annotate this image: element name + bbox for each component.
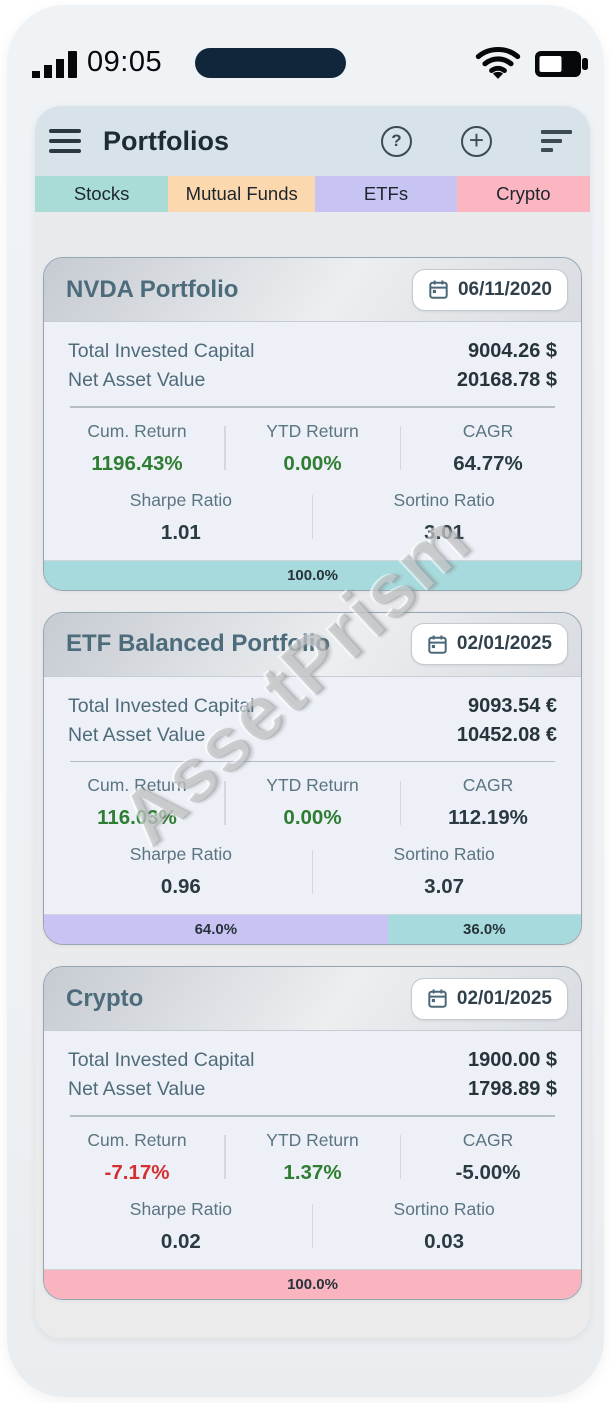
card-header: Crypto 02/01/2025 xyxy=(44,967,581,1031)
portfolio-title: Crypto xyxy=(66,984,144,1012)
capital-row: Total Invested Capital 9093.54 € xyxy=(68,694,557,717)
portfolio-card-etf-balanced[interactable]: ETF Balanced Portfolio 02/01/2025 Total … xyxy=(43,611,582,945)
stat-cagr: CAGR 64.77% xyxy=(453,420,523,475)
stat-sortino-ratio: Sortino Ratio 0.03 xyxy=(393,1198,495,1253)
tab-crypto[interactable]: Crypto xyxy=(456,176,590,212)
allocation-bar: 100.0% xyxy=(44,559,581,590)
portfolio-title: NVDA Portfolio xyxy=(66,275,239,303)
card-header: ETF Balanced Portfolio 02/01/2025 xyxy=(44,612,581,677)
date-picker-button[interactable]: 02/01/2025 xyxy=(410,623,568,665)
stat-sharpe-ratio: Sharpe Ratio 1.01 xyxy=(129,489,232,544)
stat-sharpe-ratio: Sharpe Ratio 0.02 xyxy=(129,1198,232,1253)
card-header: NVDA Portfolio 06/11/2020 xyxy=(44,258,581,322)
stat-cum-return: Cum. Return 1196.43% xyxy=(87,420,187,475)
divider xyxy=(311,495,314,539)
phone-body: 09:05 Portfolios ? + Stocks Mutual xyxy=(7,5,604,1397)
divider xyxy=(311,1204,314,1248)
calendar-icon xyxy=(428,989,447,1008)
sort-icon[interactable] xyxy=(541,130,572,152)
help-icon[interactable]: ? xyxy=(381,125,412,157)
inception-date: 02/01/2025 xyxy=(456,987,552,1009)
allocation-segment: 36.0% xyxy=(387,915,581,944)
menu-icon[interactable] xyxy=(49,129,81,153)
allocation-segment: 100.0% xyxy=(44,560,581,590)
capital-row: Net Asset Value 1798.89 $ xyxy=(68,1078,557,1100)
allocation-bar: 100.0% xyxy=(44,1268,581,1299)
app-bar: Portfolios ? + xyxy=(35,106,590,176)
page-title: Portfolios xyxy=(103,125,229,156)
divider xyxy=(224,1135,226,1179)
inception-date: 06/11/2020 xyxy=(457,278,552,300)
status-bar-clock: 09:05 xyxy=(87,46,163,78)
portfolio-card-crypto[interactable]: Crypto 02/01/2025 Total Invested Capital… xyxy=(43,966,582,1300)
divider xyxy=(399,780,401,825)
divider xyxy=(399,1135,401,1179)
wifi-icon xyxy=(475,46,521,79)
portfolio-card-nvda[interactable]: NVDA Portfolio 06/11/2020 Total Invested… xyxy=(43,257,582,591)
divider xyxy=(70,760,555,762)
portfolio-title: ETF Balanced Portfolio xyxy=(66,630,331,657)
allocation-segment: 100.0% xyxy=(44,1269,581,1299)
add-portfolio-icon[interactable]: + xyxy=(461,125,492,157)
date-picker-button[interactable]: 06/11/2020 xyxy=(411,268,568,311)
stat-sharpe-ratio: Sharpe Ratio 0.96 xyxy=(129,844,232,898)
divider xyxy=(224,426,226,470)
date-picker-button[interactable]: 02/01/2025 xyxy=(410,977,568,1020)
stat-ytd-return: YTD Return 0.00% xyxy=(266,420,359,475)
stat-cagr: CAGR 112.19% xyxy=(448,775,528,829)
stat-sortino-ratio: Sortino Ratio 3.07 xyxy=(393,844,495,898)
app-screen: Portfolios ? + Stocks Mutual Funds ETFs … xyxy=(35,106,590,1338)
stat-ytd-return: YTD Return 1.37% xyxy=(266,1129,359,1184)
stat-ytd-return: YTD Return 0.00% xyxy=(266,775,359,829)
portfolio-list: NVDA Portfolio 06/11/2020 Total Invested… xyxy=(35,212,590,1300)
divider xyxy=(70,1115,555,1117)
battery-icon xyxy=(535,51,588,77)
tab-mutual-funds[interactable]: Mutual Funds xyxy=(168,176,316,212)
stat-cum-return: Cum. Return -7.17% xyxy=(87,1129,187,1184)
divider xyxy=(399,426,401,470)
capital-row: Net Asset Value 20168.78 $ xyxy=(68,369,557,391)
calendar-icon xyxy=(428,634,447,654)
tab-etfs[interactable]: ETFs xyxy=(315,176,457,212)
capital-row: Total Invested Capital 1900.00 $ xyxy=(68,1049,557,1071)
tab-stocks[interactable]: Stocks xyxy=(35,176,169,212)
signal-strength-icon xyxy=(32,51,77,78)
divider xyxy=(311,849,314,894)
capital-row: Total Invested Capital 9004.26 $ xyxy=(68,340,557,362)
stat-sortino-ratio: Sortino Ratio 3.01 xyxy=(393,489,495,544)
allocation-bar: 64.0% 36.0% xyxy=(44,914,581,944)
category-tabs: Stocks Mutual Funds ETFs Crypto xyxy=(35,176,590,212)
capital-row: Net Asset Value 10452.08 € xyxy=(68,723,557,746)
inception-date: 02/01/2025 xyxy=(456,633,552,654)
divider xyxy=(70,406,555,408)
allocation-segment: 64.0% xyxy=(44,915,388,944)
stat-cum-return: Cum. Return 116.03% xyxy=(87,775,187,829)
dynamic-island xyxy=(195,48,346,78)
divider xyxy=(224,780,226,825)
calendar-icon xyxy=(429,280,448,299)
stat-cagr: CAGR -5.00% xyxy=(455,1129,521,1184)
